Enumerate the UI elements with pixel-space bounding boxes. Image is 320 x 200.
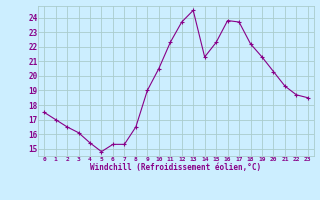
X-axis label: Windchill (Refroidissement éolien,°C): Windchill (Refroidissement éolien,°C) [91,163,261,172]
